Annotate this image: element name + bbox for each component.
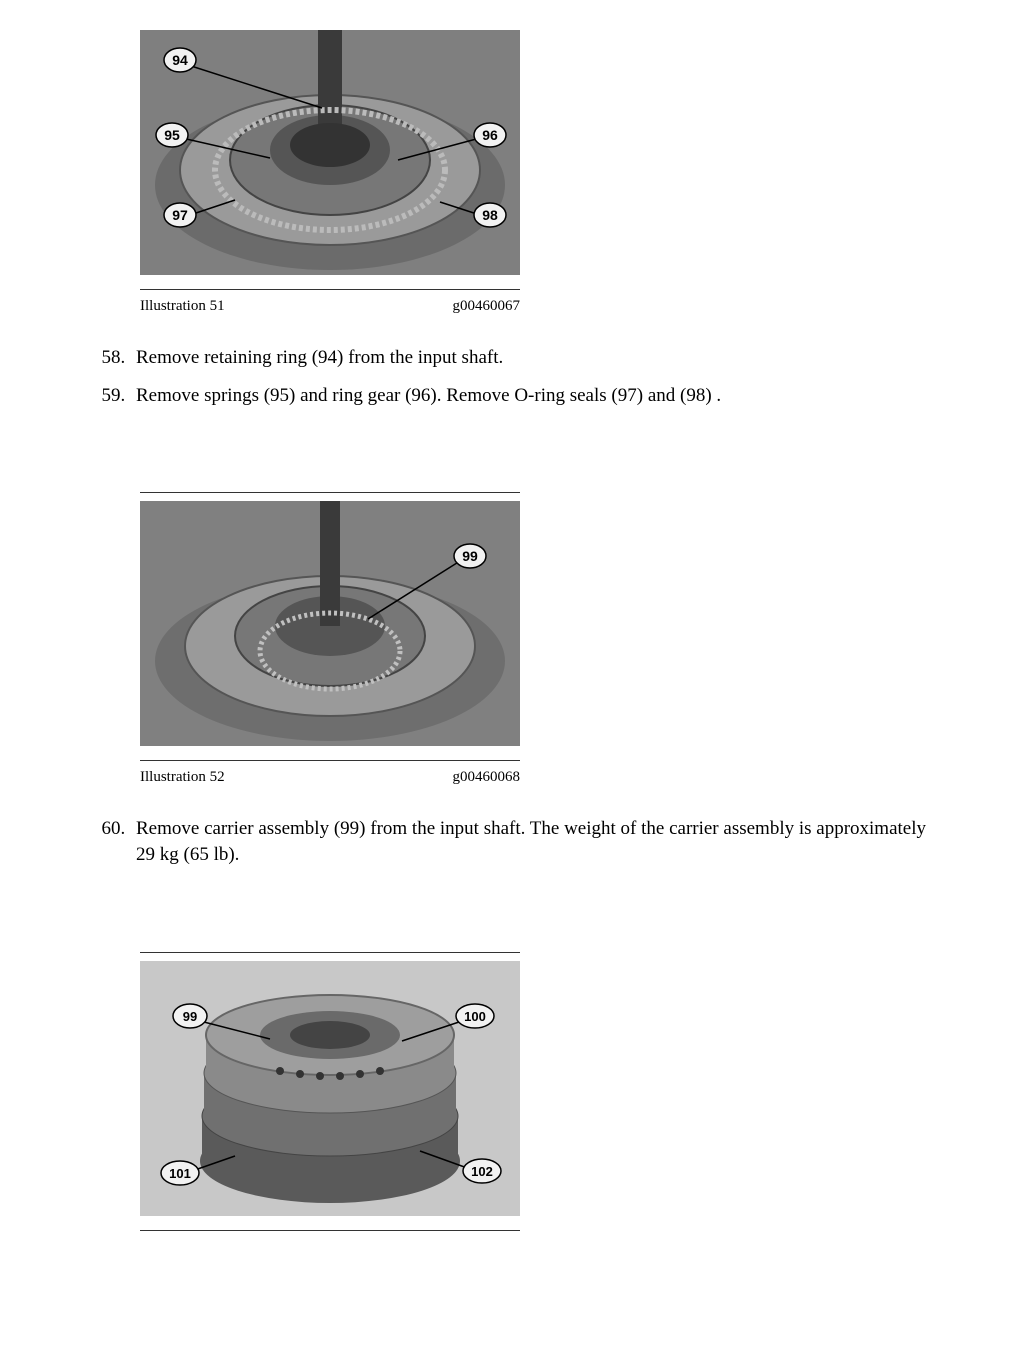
illustration-label: Illustration 51 (140, 298, 225, 315)
callout-101: 101 (169, 1166, 191, 1181)
steps-list-b: Remove carrier assembly (99) from the in… (90, 816, 934, 867)
figure-divider (140, 1230, 520, 1231)
figure-divider (140, 492, 520, 493)
figure-block-52: 99 Illustration 52 g00460068 (140, 492, 520, 786)
step-59: Remove springs (95) and ring gear (96). … (130, 383, 934, 409)
figure-divider (140, 760, 520, 761)
illustration-code: g00460068 (453, 769, 521, 786)
steps-list-a: Remove retaining ring (94) from the inpu… (90, 345, 934, 408)
callout-100: 100 (464, 1009, 486, 1024)
callout-102: 102 (471, 1164, 493, 1179)
figure-divider (140, 952, 520, 953)
illustration-code: g00460067 (453, 298, 521, 315)
callout-98: 98 (482, 207, 498, 223)
callout-96: 96 (482, 127, 498, 143)
step-58: Remove retaining ring (94) from the inpu… (130, 345, 934, 371)
figure-divider (140, 289, 520, 290)
callout-99b: 99 (183, 1009, 197, 1024)
figure-52-caption: Illustration 52 g00460068 (140, 769, 520, 786)
illustration-52-image: 99 (140, 501, 520, 746)
illustration-label: Illustration 52 (140, 769, 225, 786)
figure-51-caption: Illustration 51 g00460067 (140, 298, 520, 315)
step-60: Remove carrier assembly (99) from the in… (130, 816, 934, 867)
illustration-51-image: 94 95 96 97 98 (140, 30, 520, 275)
figure-block-51: 94 95 96 97 98 Illustration 51 g00460067 (140, 30, 520, 315)
callout-99: 99 (462, 548, 478, 564)
figure-block-53: 99 100 101 102 (140, 952, 520, 1231)
callout-97: 97 (172, 207, 188, 223)
illustration-53-image: 99 100 101 102 (140, 961, 520, 1216)
callout-95: 95 (164, 127, 180, 143)
callout-94: 94 (172, 52, 188, 68)
